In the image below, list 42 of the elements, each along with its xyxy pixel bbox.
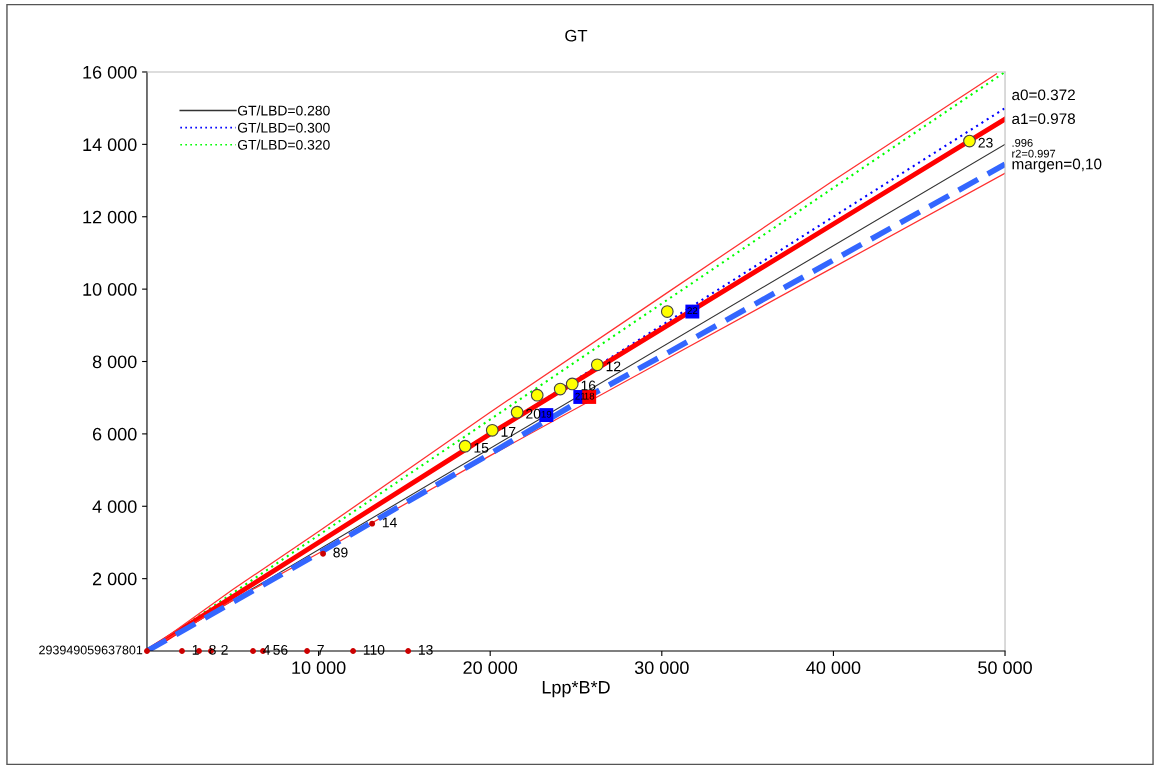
annotation: 1	[192, 645, 199, 655]
y-tick-label: 8 000	[92, 355, 137, 369]
y-tick-label: 4 000	[92, 500, 137, 513]
annotation: 15	[474, 443, 489, 453]
y-tick-label: 10 000	[83, 283, 137, 296]
annotation: 89	[333, 547, 348, 558]
annotation: 14	[382, 517, 397, 528]
annotation: 13	[418, 644, 433, 655]
annotation: 4	[263, 645, 271, 655]
x-axis-title: Lpp*B*D	[542, 681, 610, 698]
legend-label: GT/LBD=0.280	[237, 105, 330, 116]
annotation: 17	[501, 427, 516, 437]
annotation: 56	[273, 644, 288, 655]
annotation: 8	[209, 644, 216, 655]
x-tick-label: 30 000	[634, 661, 689, 675]
legend-label: GT/LBD=0.300	[237, 122, 330, 133]
annotation: 23	[978, 137, 993, 148]
y-tick-label: 16 000	[83, 65, 137, 79]
annotation: 293949059637801	[39, 645, 143, 655]
x-tick-label: 50 000	[978, 661, 1032, 675]
annotation: 19	[541, 410, 552, 418]
y-tick-label: 2 000	[92, 572, 137, 586]
x-tick-label: 20 000	[463, 661, 518, 675]
annotation: 110	[363, 644, 385, 655]
annotation: 18	[584, 392, 595, 400]
annotation: 2	[221, 644, 228, 655]
annotation: 7	[317, 645, 324, 655]
y-tick-label: 6 000	[92, 427, 137, 441]
x-tick-label: 10 000	[292, 661, 346, 675]
text: r2=0.997	[1012, 149, 1056, 158]
x-tick-label: 40 000	[806, 661, 861, 675]
legend-label: GT/LBD=0.320	[237, 139, 330, 150]
annotation: 22	[687, 307, 698, 315]
chart-title: GT	[565, 29, 588, 42]
annotation: 16	[581, 380, 596, 391]
y-tick-label: 14 000	[83, 138, 137, 152]
y-tick-label: 12 000	[83, 210, 137, 224]
text: margen=0,10	[1012, 158, 1102, 173]
text: a0=0.372	[1012, 89, 1075, 101]
annotation: 12	[606, 361, 621, 372]
text: .996	[1012, 138, 1033, 147]
text: a1=0.978	[1012, 113, 1075, 125]
